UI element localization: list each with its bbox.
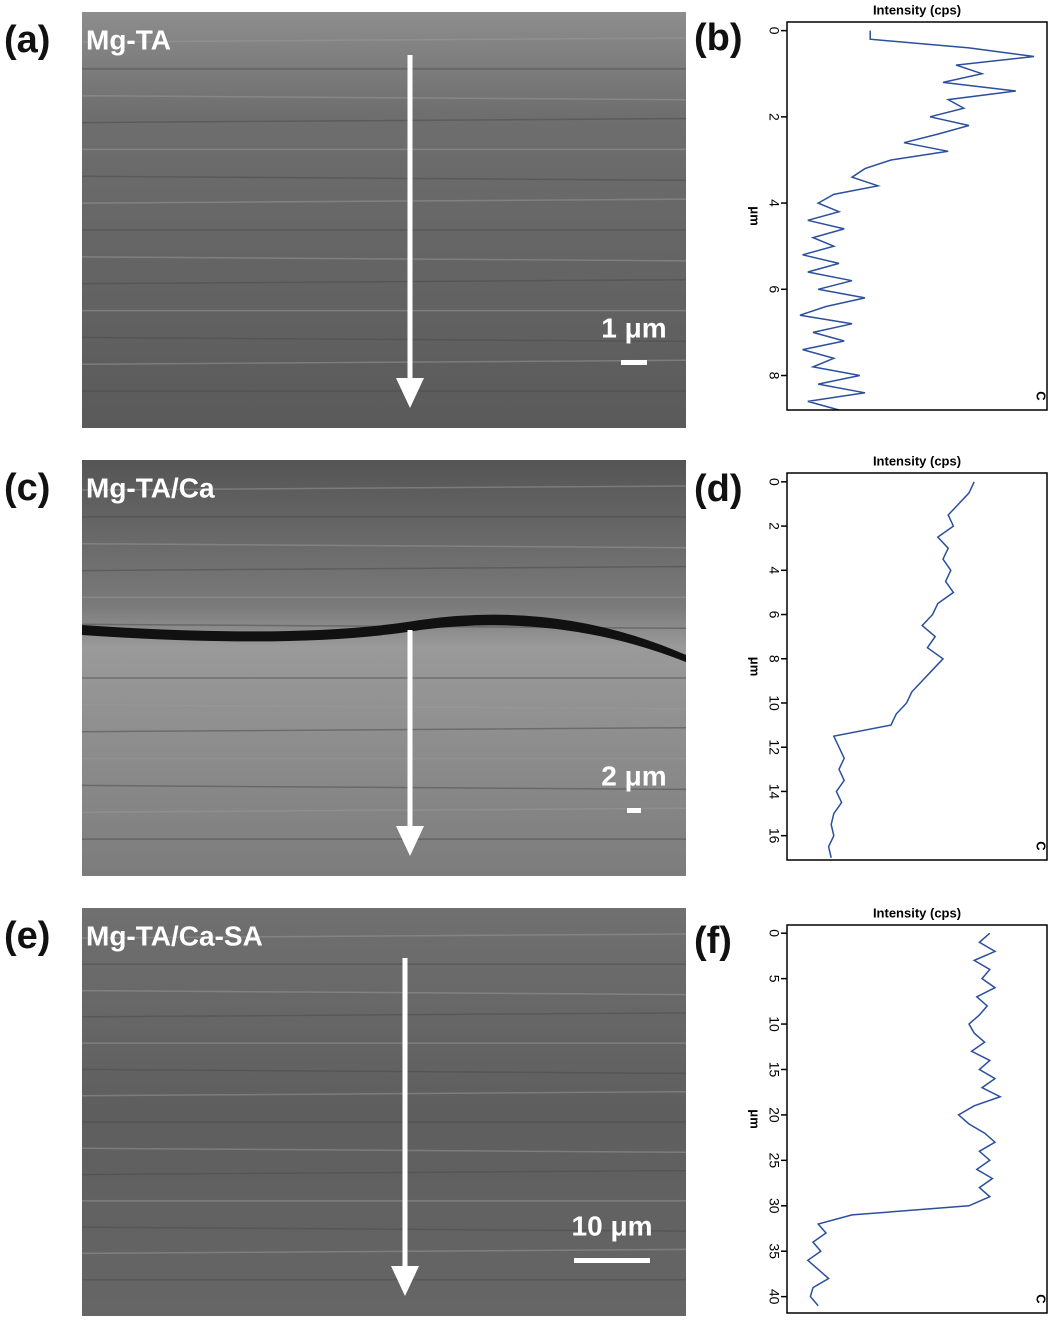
profile-line (806, 932, 1003, 1307)
profile-line (827, 481, 975, 858)
panel-label: (f) (694, 920, 732, 962)
scale-label: 2 μm (601, 760, 666, 791)
scale-label: 10 μm (572, 1210, 653, 1241)
axis-label: μm (748, 1109, 763, 1129)
texture-line (81, 565, 687, 572)
profile-chart: (f) Intensity (cps) 0 5 10 15 20 25 30 35 40 μm C (694, 905, 1049, 1314)
chart-title: Intensity (cps) (873, 2, 961, 17)
profile-chart: (d) Intensity (cps) 0 2 4 6 8 10 12 14 16 μm C (694, 453, 1049, 861)
sem-images: (a) Mg-TA 1 μm (c) Mg-TA/Ca 2 μm (e) Mg-TA/Ca-S… (4, 12, 687, 1316)
sem-panel: (a) Mg-TA 1 μm (4, 12, 687, 428)
axis-label: μm (748, 657, 763, 677)
axis-label: μm (748, 206, 763, 226)
texture-line (81, 175, 687, 182)
scale-bar (621, 360, 647, 365)
sem-image (82, 12, 686, 428)
plot-frame (786, 21, 1048, 411)
sem-panel: (c) Mg-TA/Ca 2 μm (4, 460, 687, 876)
y-tick-label: 14 (766, 784, 782, 800)
scale-bar (574, 1258, 650, 1263)
sample-name: Mg-TA/Ca-SA (86, 920, 263, 951)
panel-label: (d) (694, 468, 743, 510)
y-tick-label: 2 (766, 522, 782, 530)
texture-line (81, 485, 687, 491)
sample-name: Mg-TA/Ca (86, 472, 215, 503)
y-tick-label: 0 (766, 929, 782, 937)
plot-frame (786, 472, 1048, 861)
texture-line (81, 704, 687, 710)
texture-line (81, 1068, 687, 1075)
sem-image (82, 908, 686, 1316)
texture-line (81, 1226, 687, 1232)
texture-line (81, 1248, 687, 1255)
y-tick-label: 30 (766, 1198, 782, 1214)
texture-line (81, 37, 687, 43)
y-tick-label: 12 (766, 739, 782, 755)
y-tick-label: 10 (766, 695, 782, 711)
sample-name: Mg-TA (86, 24, 171, 55)
y-tick-label: 8 (766, 655, 782, 663)
y-tick-label: 0 (766, 27, 782, 35)
scale-bar (627, 808, 641, 813)
y-tick-label: 35 (766, 1243, 782, 1259)
sem-image (82, 460, 686, 876)
texture-line (81, 989, 687, 996)
y-tick-label: 8 (766, 372, 782, 380)
crack (82, 614, 686, 662)
y-tick-label: 6 (766, 611, 782, 619)
texture-line (81, 278, 687, 285)
texture-line (81, 1090, 687, 1097)
y-tick-label: 40 (766, 1289, 782, 1305)
element-label: C (1034, 391, 1049, 401)
texture-line (81, 646, 687, 652)
plot-frame (786, 924, 1048, 1314)
profile-line (799, 30, 1035, 411)
texture-line (81, 336, 687, 343)
arrow-head (396, 378, 424, 408)
scale-label: 1 μm (601, 312, 666, 343)
chart-title: Intensity (cps) (873, 905, 961, 920)
y-tick-label: 15 (766, 1062, 782, 1078)
y-tick-label: 16 (766, 828, 782, 844)
element-label: C (1034, 841, 1049, 851)
chart-title: Intensity (cps) (873, 453, 961, 468)
texture-line (81, 726, 687, 733)
panel-label: (e) (4, 915, 50, 957)
panel-label: (b) (694, 17, 743, 59)
texture-line (81, 359, 687, 366)
profile-chart: (b) Intensity (cps) 0 2 4 6 8 μm C (694, 2, 1049, 411)
texture-line (81, 1012, 687, 1018)
y-tick-label: 4 (766, 199, 782, 207)
sem-panel: (e) Mg-TA/Ca-SA 10 μm (4, 908, 687, 1316)
y-tick-label: 20 (766, 1107, 782, 1123)
y-tick-label: 10 (766, 1016, 782, 1032)
texture-line (81, 256, 687, 262)
y-tick-label: 2 (766, 113, 782, 121)
texture-line (81, 807, 687, 814)
arrow-head (391, 1266, 419, 1296)
texture-line (81, 1147, 687, 1154)
texture-line (81, 542, 687, 549)
arrow-head (396, 826, 424, 856)
y-tick-label: 25 (766, 1153, 782, 1169)
texture-line (81, 198, 687, 204)
element-label: C (1034, 1294, 1049, 1304)
panel-label: (c) (4, 467, 50, 509)
texture-line (81, 784, 687, 791)
texture-line (81, 933, 687, 939)
y-tick-label: 0 (766, 478, 782, 486)
panel-label: (a) (4, 19, 50, 61)
texture-line (81, 94, 687, 101)
y-tick-label: 6 (766, 285, 782, 293)
texture-line (81, 1169, 687, 1176)
y-tick-label: 5 (766, 975, 782, 983)
texture-line (81, 117, 687, 124)
y-tick-label: 4 (766, 566, 782, 574)
